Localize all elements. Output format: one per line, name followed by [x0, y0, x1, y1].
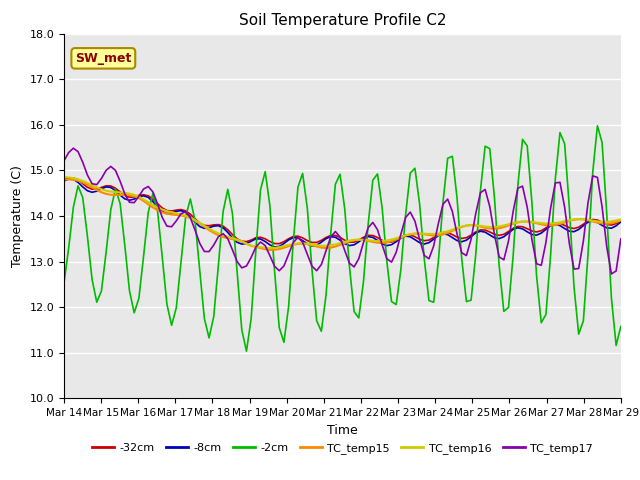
Y-axis label: Temperature (C): Temperature (C) — [11, 165, 24, 267]
Legend: -32cm, -8cm, -2cm, TC_temp15, TC_temp16, TC_temp17: -32cm, -8cm, -2cm, TC_temp15, TC_temp16,… — [87, 439, 598, 458]
X-axis label: Time: Time — [327, 424, 358, 437]
Text: SW_met: SW_met — [75, 52, 131, 65]
Title: Soil Temperature Profile C2: Soil Temperature Profile C2 — [239, 13, 446, 28]
